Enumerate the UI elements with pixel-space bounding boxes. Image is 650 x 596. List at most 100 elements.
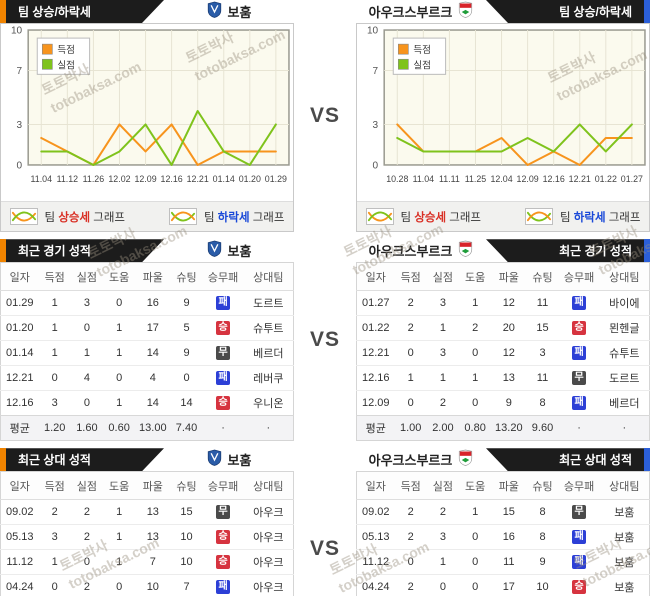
- average-row: 평균 1.00 2.00 0.80 13.20 9.60 · ·: [356, 415, 650, 441]
- table-row: 01.29 1 3 0 16 9 패 도르트: [0, 290, 294, 316]
- table-row: 09.02 2 2 1 13 15 무 아우크: [0, 499, 294, 525]
- vs-gutter: VS: [294, 0, 356, 232]
- svg-text:10.28: 10.28: [386, 174, 408, 184]
- column-header: 실점: [426, 262, 460, 292]
- home-h2h-table: 일자 득점 실점 도움 파울 슈팅 승무패 상대팀 09.02 2 2 1 13 15 무 아우크 05.13 3…: [0, 471, 294, 596]
- svg-text:0: 0: [17, 160, 23, 171]
- blue-accent-bar: [644, 448, 650, 472]
- column-header: 슈팅: [170, 471, 203, 501]
- svg-text:득점: 득점: [57, 44, 75, 56]
- table-row: 09.02 2 2 1 15 8 무 보훔: [356, 499, 650, 525]
- result-badge: 승: [216, 321, 231, 336]
- h2h-section-title-right: 최근 상대 성적: [486, 448, 644, 472]
- away-team-header: 아우크스부르크: [356, 0, 486, 23]
- result-badge: 승: [572, 580, 587, 595]
- table-row: 11.12 0 1 0 11 9 패 보훔: [356, 549, 650, 575]
- result-badge: 패: [572, 346, 587, 361]
- svg-text:12.21: 12.21: [569, 174, 591, 184]
- orange-accent-bar: [0, 239, 6, 263]
- graph-legend-up: 팀 상승세 그래프: [9, 208, 125, 226]
- home-h2h-panel: 최근 상대 성적 보훔 일자 득점 실점 도움 파울 슈팅 승무패 상대팀 09.02 2 2 1 13…: [0, 448, 294, 596]
- table-header-row: 일자 득점 실점 도움 파울 슈팅 승무패 상대팀: [0, 471, 294, 501]
- table-row: 01.20 1 0 1 17 5 승 슈투트: [0, 315, 294, 341]
- column-header: 상대팀: [243, 471, 294, 501]
- table-header-row: 일자 득점 실점 도움 파울 슈팅 승무패 상대팀: [356, 262, 650, 292]
- home-recent-table: 일자 득점 실점 도움 파울 슈팅 승무패 상대팀 01.29 1 3 0 16 9 패 도르트 01.20 1 0…: [0, 262, 294, 442]
- graph-legend-label: 팀 상승세 그래프: [44, 211, 125, 224]
- home-trend-chart-box: 0 3 7 10 11.04 11.12 11.26 12.02 12.09 12.16 12.21…: [0, 23, 294, 233]
- svg-text:01.20: 01.20: [239, 174, 261, 184]
- column-header: 도움: [103, 471, 136, 501]
- away-trend-panel: 아우크스부르크 팀 상승/하락세 0 3 7 10 10.28 11.04 11.11 11.…: [356, 0, 650, 233]
- result-badge: 승: [572, 321, 587, 336]
- column-header: 득점: [394, 471, 427, 501]
- table-row: 12.09 0 2 0 9 8 패 베르더: [356, 390, 650, 416]
- svg-text:7: 7: [17, 66, 23, 77]
- home-team-logo-icon: [207, 449, 222, 471]
- table-row: 05.13 3 2 1 13 10 승 아우크: [0, 524, 294, 550]
- trend-section: 팀 상승/하락세 보훔 0 3 7 10 11.04 11.12 11.26 12.02 12.…: [0, 0, 650, 233]
- home-team-name: 보훔: [227, 244, 252, 260]
- column-header: 파울: [491, 471, 527, 501]
- column-header: 일자: [0, 471, 39, 501]
- table-row: 12.21 0 4 0 4 0 패 레버쿠: [0, 365, 294, 391]
- trend-section-title: 팀 상승/하락세: [6, 0, 164, 23]
- column-header: 상대팀: [599, 471, 650, 501]
- home-team-logo-icon: [207, 1, 222, 23]
- svg-text:11.04: 11.04: [31, 174, 53, 184]
- column-header: 승무패: [558, 471, 600, 501]
- home-trend-panel: 팀 상승/하락세 보훔 0 3 7 10 11.04 11.12 11.26 12.02 12.…: [0, 0, 294, 233]
- table-row: 04.24 0 2 0 10 7 패 아우크: [0, 574, 294, 596]
- column-header: 득점: [38, 471, 71, 501]
- table-row: 12.21 0 3 0 12 3 패 슈투트: [356, 340, 650, 366]
- away-team-header: 아우크스부르크: [356, 239, 486, 263]
- trend-cross-icon: [365, 208, 394, 226]
- trend-chart-svg: 0 3 7 10 11.04 11.12 11.26 12.02 12.09 12.16 12.21…: [11, 26, 290, 184]
- h2h-title-text: 최근 상대 성적: [18, 453, 91, 468]
- graph-legend-label: 팀 상승세 그래프: [400, 211, 481, 224]
- home-recent-header: 최근 경기 성적 보훔: [0, 239, 294, 263]
- away-team-header: 아우크스부르크: [356, 448, 486, 472]
- home-trend-header: 팀 상승/하락세 보훔: [0, 0, 294, 23]
- home-team-name: 보훔: [227, 453, 252, 469]
- result-badge: 패: [216, 371, 231, 386]
- h2h-section: 최근 상대 성적 보훔 일자 득점 실점 도움 파울 슈팅 승무패 상대팀 09.02 2 2 1 13…: [0, 448, 650, 596]
- home-team-header: 보훔: [164, 0, 294, 23]
- vs-label: VS: [309, 537, 340, 561]
- column-header: 득점: [38, 262, 71, 292]
- svg-text:12.09: 12.09: [134, 174, 156, 184]
- h2h-title-text-right: 최근 상대 성적: [559, 453, 632, 468]
- trend-cross-icon: [9, 208, 38, 226]
- away-recent-panel: 아우크스부르크 최근 경기 성적 일자 득점 실점 도움 파울 슈팅 승무패 상대팀 01.27…: [356, 239, 650, 442]
- column-header: 파울: [491, 262, 527, 292]
- graph-legend-label: 팀 하락세 그래프: [560, 211, 641, 224]
- table-row: 12.16 3 0 1 14 14 승 우니온: [0, 390, 294, 416]
- recent-title-text-right: 최근 경기 성적: [559, 244, 632, 259]
- away-team-name: 아우크스부르크: [368, 244, 453, 260]
- svg-text:01.27: 01.27: [621, 174, 643, 184]
- svg-text:12.04: 12.04: [490, 174, 512, 184]
- svg-text:12.16: 12.16: [161, 174, 183, 184]
- result-badge: 패: [572, 396, 587, 411]
- orange-accent-bar: [0, 0, 6, 23]
- trend-section-title-right: 팀 상승/하락세: [486, 0, 644, 23]
- trend-title-text: 팀 상승/하락세: [18, 5, 91, 19]
- home-team-header: 보훔: [164, 448, 294, 472]
- result-badge: 패: [572, 555, 587, 570]
- vs-label: VS: [309, 328, 340, 352]
- column-header: 슈팅: [526, 262, 559, 292]
- result-badge: 승: [216, 530, 231, 545]
- svg-text:12.21: 12.21: [187, 174, 209, 184]
- h2h-section-title: 최근 상대 성적: [6, 448, 164, 471]
- svg-text:7: 7: [373, 66, 379, 77]
- column-header: 파울: [135, 262, 171, 292]
- result-badge: 패: [572, 296, 587, 311]
- result-badge: 무: [572, 505, 587, 520]
- column-header: 슈팅: [170, 262, 203, 292]
- away-team-logo-icon: [458, 240, 473, 262]
- recent-title-text: 최근 경기 성적: [18, 244, 91, 259]
- svg-text:3: 3: [17, 120, 23, 131]
- result-badge: 패: [216, 296, 231, 311]
- table-row: 01.22 2 1 2 20 15 승 묀헨글: [356, 315, 650, 341]
- svg-text:12.16: 12.16: [543, 174, 565, 184]
